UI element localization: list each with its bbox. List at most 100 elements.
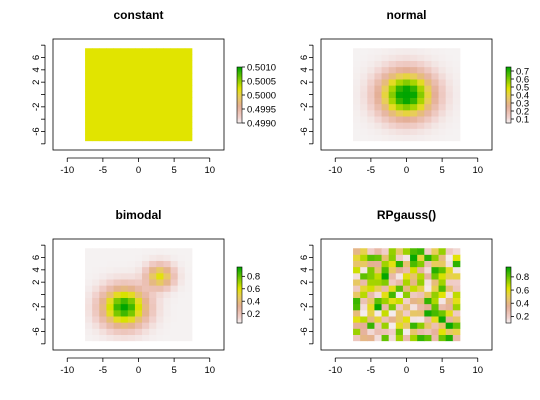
- legend-swatch: [506, 297, 511, 300]
- raster-cell: [410, 109, 418, 117]
- raster-cell: [452, 79, 461, 86]
- raster-cell: [134, 54, 143, 61]
- legend-swatch: [237, 110, 242, 113]
- raster-cell: [127, 54, 136, 61]
- raster-cell: [85, 328, 93, 335]
- raster-cell: [142, 316, 150, 323]
- x-axis: -10 -5 0 5 10: [328, 357, 483, 376]
- raster-cell: [360, 103, 368, 111]
- raster-cell: [438, 328, 447, 335]
- raster-cell: [381, 248, 390, 255]
- raster-cell: [395, 128, 404, 135]
- legend-swatch: [506, 75, 511, 78]
- raster-cell: [106, 91, 114, 98]
- raster-cell: [388, 48, 397, 55]
- raster-cell: [381, 316, 390, 323]
- x-tick-label: 5: [171, 365, 176, 376]
- raster-cell: [120, 72, 129, 80]
- raster-cell: [142, 254, 150, 261]
- raster-cell: [156, 254, 164, 261]
- legend-swatch: [506, 83, 511, 86]
- raster-cell: [156, 285, 164, 292]
- raster: [353, 48, 461, 142]
- raster-cell: [367, 122, 375, 129]
- raster-cell: [99, 60, 107, 68]
- raster-cell: [92, 248, 100, 255]
- raster-cell: [156, 279, 164, 286]
- raster-cell: [381, 291, 390, 298]
- raster-cell: [424, 322, 432, 329]
- raster-cell: [410, 66, 418, 74]
- raster-cell: [177, 60, 186, 68]
- legend-swatch: [506, 310, 511, 313]
- raster-cell: [381, 79, 390, 86]
- raster-cell: [438, 54, 447, 61]
- raster-cell: [184, 85, 193, 92]
- raster-cell: [170, 285, 179, 292]
- raster-cell: [438, 285, 447, 292]
- raster-cell: [424, 91, 432, 98]
- raster-cell: [156, 66, 164, 74]
- raster-cell: [163, 134, 171, 142]
- legend-swatch: [506, 74, 511, 76]
- raster-cell: [177, 316, 186, 323]
- legend-swatch: [237, 321, 242, 324]
- raster-cell: [438, 66, 447, 74]
- raster-cell: [149, 109, 157, 117]
- raster-cell: [156, 122, 164, 129]
- raster-cell: [113, 266, 122, 274]
- legend-swatch: [237, 304, 242, 307]
- raster-cell: [177, 272, 186, 280]
- raster-cell: [134, 248, 143, 255]
- raster-cell: [99, 328, 107, 335]
- raster-cell: [445, 322, 454, 329]
- legend-swatch: [506, 116, 511, 118]
- y-tick-label: 2: [299, 80, 310, 85]
- raster-cell: [431, 79, 439, 86]
- raster-cell: [395, 54, 404, 61]
- raster-cell: [424, 272, 432, 280]
- raster-cell: [452, 316, 461, 323]
- legend-swatch: [506, 292, 511, 294]
- raster-cell: [127, 122, 136, 129]
- raster-cell: [156, 79, 164, 86]
- legend-label: 0.6: [516, 74, 529, 85]
- raster-cell: [113, 116, 122, 123]
- x-axis: -10 -5 0 5 10: [328, 157, 483, 176]
- legend-swatch: [237, 300, 242, 303]
- raster-cell: [424, 328, 432, 335]
- legend-swatch: [237, 81, 242, 83]
- raster-cell: [134, 134, 143, 142]
- raster-cell: [92, 66, 100, 74]
- raster-cell: [142, 60, 150, 68]
- raster-cell: [360, 97, 368, 105]
- raster-cell: [360, 254, 368, 261]
- raster-cell: [395, 72, 404, 80]
- y-tick-label: 6: [299, 55, 310, 60]
- raster-cell: [424, 72, 432, 80]
- raster-cell: [184, 60, 193, 68]
- raster-cell: [402, 116, 411, 123]
- raster-cell: [177, 328, 186, 335]
- raster-cell: [113, 279, 122, 286]
- raster-cell: [120, 85, 129, 92]
- legend-swatch: [506, 299, 511, 301]
- raster-cell: [149, 128, 157, 135]
- raster-cell: [353, 334, 361, 342]
- legend-swatch: [506, 275, 511, 278]
- raster-cell: [353, 297, 361, 305]
- raster-cell: [452, 122, 461, 129]
- raster-cell: [99, 303, 107, 311]
- raster-cell: [410, 272, 418, 280]
- raster-cell: [106, 72, 114, 80]
- raster-cell: [170, 334, 179, 342]
- raster-cell: [395, 309, 404, 317]
- raster-cell: [184, 103, 193, 111]
- raster-cell: [431, 134, 439, 142]
- y-tick-label: 6: [299, 255, 310, 260]
- legend-swatch: [506, 271, 511, 273]
- legend-label: 0.4: [247, 297, 260, 308]
- raster-cell: [445, 248, 454, 255]
- raster-cell: [431, 303, 439, 311]
- raster-cell: [395, 85, 404, 92]
